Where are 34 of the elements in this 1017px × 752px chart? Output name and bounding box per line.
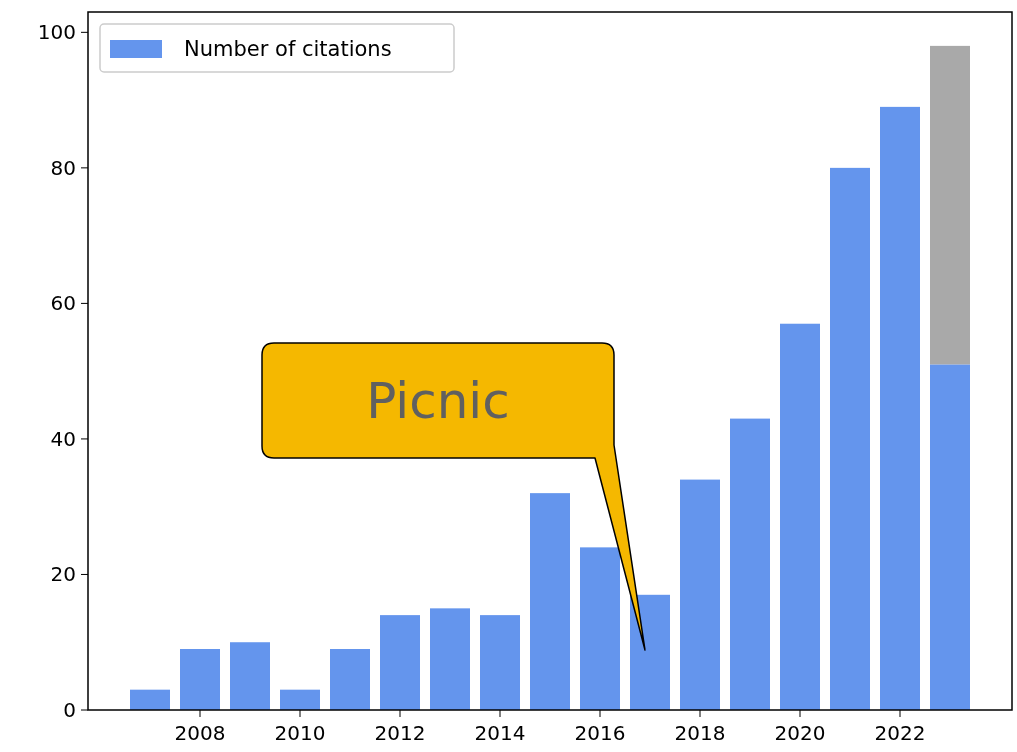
bar <box>480 615 520 710</box>
x-tick-label: 2016 <box>574 721 626 745</box>
bar <box>180 649 220 710</box>
y-tick-label: 60 <box>50 291 76 316</box>
bar <box>780 323 820 710</box>
bar <box>880 106 920 710</box>
x-tick-label: 2018 <box>674 721 726 745</box>
bar <box>280 689 320 710</box>
bar <box>130 689 170 710</box>
bar <box>730 418 770 710</box>
x-tick-label: 2008 <box>174 721 226 745</box>
bar <box>530 493 570 710</box>
y-tick-label: 40 <box>50 426 76 451</box>
annotation: Picnic <box>366 371 510 430</box>
y-tick-label: 100 <box>37 20 76 45</box>
x-tick-label: 2020 <box>774 721 826 745</box>
bar <box>680 479 720 710</box>
legend-label: Number of citations <box>184 37 392 61</box>
bar <box>630 594 670 710</box>
bar <box>380 615 420 710</box>
x-tick-label: 2014 <box>474 721 526 745</box>
y-tick-label: 20 <box>50 562 76 587</box>
bar <box>930 364 970 710</box>
bar <box>830 167 870 710</box>
bar <box>430 608 470 710</box>
x-tick-label: 2010 <box>274 721 326 745</box>
x-tick-label: 2022 <box>874 721 926 745</box>
y-tick-label: 80 <box>50 155 76 180</box>
bar <box>930 45 970 365</box>
bar <box>330 649 370 710</box>
bar <box>580 547 620 710</box>
y-tick-label: 0 <box>63 698 76 722</box>
x-tick-label: 2012 <box>374 721 426 745</box>
bar <box>230 642 270 710</box>
